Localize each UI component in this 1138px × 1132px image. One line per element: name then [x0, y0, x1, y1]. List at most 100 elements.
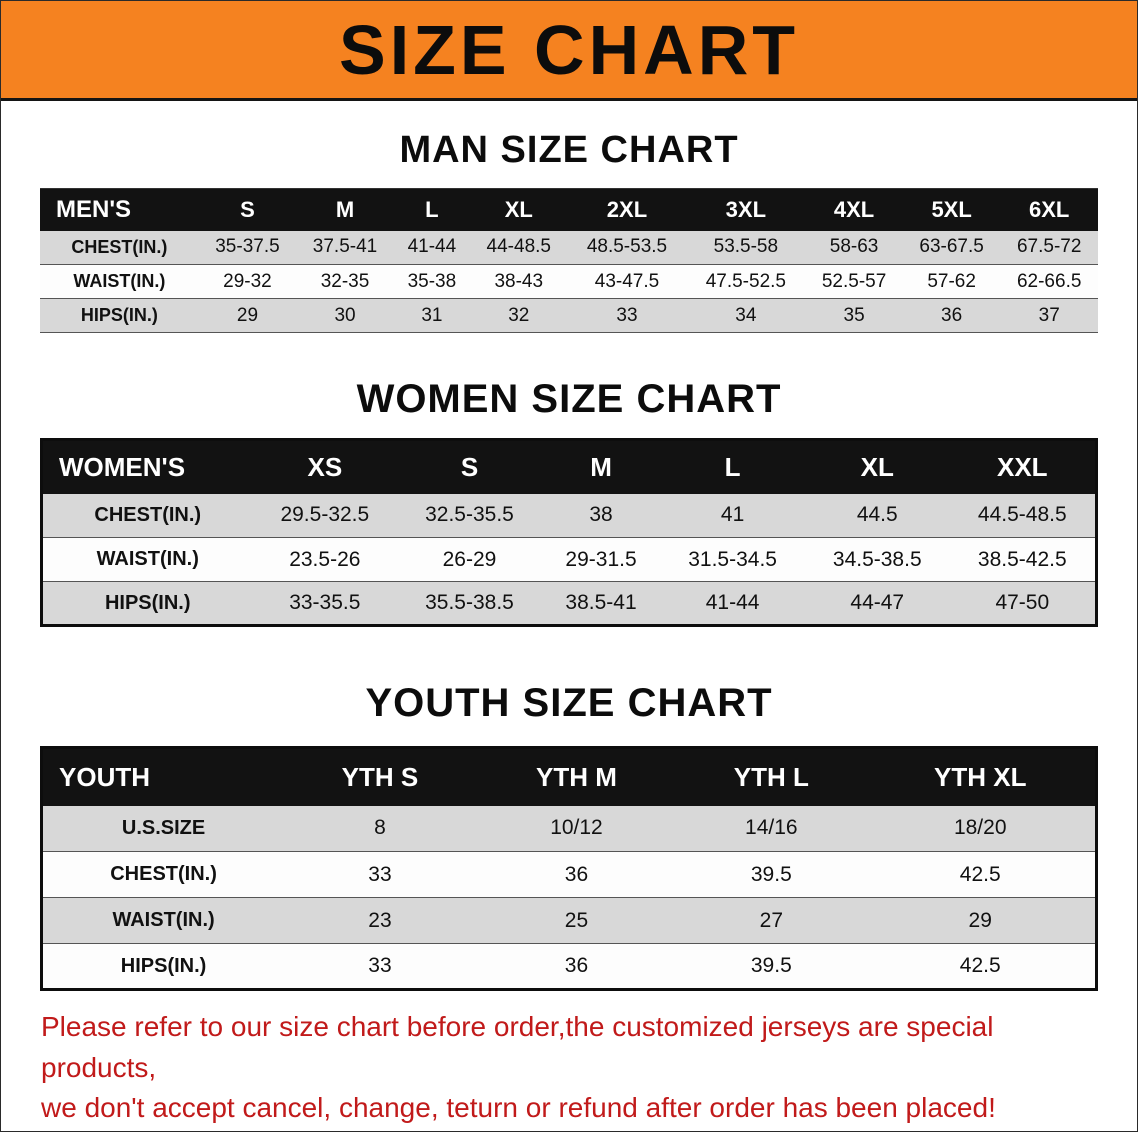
- col-header: XXL: [949, 439, 1097, 494]
- table-row: HIPS(IN.) 33-35.5 35.5-38.5 38.5-41 41-4…: [41, 581, 1097, 626]
- men-heading: MAN SIZE CHART: [399, 129, 739, 171]
- cell: 62-66.5: [1016, 270, 1082, 292]
- cell: 29: [236, 304, 259, 326]
- men-table-title: MEN'S: [40, 188, 199, 231]
- cell: 39.5: [750, 862, 792, 886]
- cell: 33: [616, 304, 638, 326]
- size-note: Please refer to our size chart before or…: [41, 1007, 1097, 1129]
- cell: 36: [941, 304, 963, 326]
- cell: 44-48.5: [486, 236, 551, 258]
- size-note-line-2: we don't accept cancel, change, teturn o…: [41, 1092, 996, 1124]
- row-label: CHEST(IN.): [110, 863, 217, 885]
- cell: 58-63: [829, 236, 879, 258]
- col-header: S: [397, 439, 542, 494]
- row-label: WAIST(IN.): [112, 909, 215, 931]
- cell: 10/12: [550, 816, 603, 840]
- cell: 48.5-53.5: [586, 236, 668, 258]
- cell: 8: [374, 816, 386, 840]
- cell: 36: [564, 862, 589, 886]
- cell: 18/20: [953, 816, 1007, 840]
- table-row: CHEST(IN.) 35-37.5 37.5-41 41-44 44-48.5…: [40, 230, 1098, 265]
- cell: 35.5-38.5: [425, 591, 514, 614]
- cell: 34.5-38.5: [832, 547, 922, 571]
- cell: 29-31.5: [565, 547, 637, 571]
- cell: 38: [589, 503, 613, 527]
- table-row: WAIST(IN.) 29-32 32-35 35-38 38-43 43-47…: [40, 264, 1098, 299]
- cell: 44.5-48.5: [977, 503, 1067, 527]
- cell: 41-44: [407, 236, 457, 258]
- cell: 29-32: [223, 270, 272, 292]
- cell: 38.5-42.5: [977, 547, 1067, 571]
- col-header: YTH L: [677, 747, 866, 806]
- cell: 41-44: [705, 591, 760, 614]
- men-size-table: MEN'S S M L XL 2XL 3XL 4XL 5XL 6XL CHEST…: [40, 188, 1098, 333]
- table-row: HIPS(IN.) 29 30 31 32 33 34 35 36 37: [40, 298, 1098, 333]
- cell: 26-29: [442, 547, 497, 571]
- cell: 53.5-58: [713, 236, 779, 258]
- col-header: 5XL: [902, 188, 1001, 231]
- row-label: HIPS(IN.): [80, 305, 158, 325]
- youth-table-title: YOUTH: [41, 747, 285, 806]
- row-label: HIPS(IN.): [120, 954, 207, 977]
- table-row: CHEST(IN.) 29.5-32.5 32.5-35.5 38 41 44.…: [41, 493, 1097, 538]
- cell: 38.5-41: [565, 591, 637, 614]
- men-header-row: MEN'S S M L XL 2XL 3XL 4XL 5XL 6XL: [40, 188, 1098, 231]
- cell: 30: [334, 304, 356, 326]
- col-header: YTH S: [284, 747, 476, 806]
- cell: 37: [1038, 304, 1060, 326]
- youth-heading: YOUTH SIZE CHART: [365, 681, 773, 725]
- col-header: XL: [804, 439, 950, 494]
- col-header: 6XL: [1000, 188, 1098, 231]
- cell: 52.5-57: [821, 270, 887, 292]
- cell: 43-47.5: [594, 270, 660, 292]
- size-note-line-1: Please refer to our size chart before or…: [41, 1011, 994, 1083]
- row-label: U.S.SIZE: [121, 816, 206, 839]
- cell: 33-35.5: [289, 591, 361, 614]
- col-header: S: [198, 188, 297, 231]
- women-heading: WOMEN SIZE CHART: [356, 377, 782, 421]
- cell: 42.5: [959, 954, 1001, 977]
- cell: 25: [564, 908, 589, 932]
- cell: 35: [843, 304, 865, 326]
- cell: 41: [720, 503, 745, 527]
- cell: 35-37.5: [215, 236, 280, 258]
- banner: SIZE CHART: [1, 1, 1137, 101]
- cell: 37.5-41: [312, 236, 378, 258]
- cell: 33: [368, 954, 392, 977]
- row-label: CHEST(IN.): [94, 503, 202, 526]
- col-header: XS: [252, 439, 398, 494]
- cell: 44.5: [856, 503, 898, 527]
- youth-header-row: YOUTH YTH S YTH M YTH L YTH XL: [41, 747, 1097, 806]
- col-header: L: [660, 439, 805, 494]
- cell: 32.5-35.5: [425, 503, 514, 527]
- cell: 57-62: [927, 270, 976, 292]
- cell: 14/16: [745, 816, 798, 840]
- cell: 33: [368, 862, 392, 886]
- col-header: M: [541, 439, 661, 494]
- cell: 67.5-72: [1016, 236, 1082, 258]
- table-row: CHEST(IN.) 33 36 39.5 42.5: [41, 851, 1097, 898]
- page-title: SIZE CHART: [339, 10, 799, 89]
- col-header: 4XL: [805, 188, 903, 231]
- col-header: 2XL: [567, 188, 687, 231]
- table-row: WAIST(IN.) 23.5-26 26-29 29-31.5 31.5-34…: [41, 537, 1097, 582]
- cell: 23.5-26: [289, 547, 361, 571]
- cell: 35-38: [407, 270, 457, 292]
- cell: 31.5-34.5: [688, 547, 777, 571]
- cell: 29.5-32.5: [280, 503, 370, 527]
- cell: 42.5: [959, 862, 1001, 886]
- col-header: 3XL: [686, 188, 806, 231]
- table-row: HIPS(IN.) 33 36 39.5 42.5: [41, 943, 1097, 990]
- youth-size-table: YOUTH YTH S YTH M YTH L YTH XL U.S.SIZE …: [40, 746, 1098, 991]
- youth-section: YOUTH SIZE CHART YOUTH YTH S YTH M YTH L…: [1, 681, 1137, 991]
- cell: 23: [368, 908, 392, 932]
- men-section: MAN SIZE CHART MEN'S S M L XL 2XL 3XL 4X…: [1, 129, 1137, 333]
- women-header-row: WOMEN'S XS S M L XL XXL: [41, 439, 1097, 494]
- cell: 47-50: [995, 591, 1050, 614]
- row-label: WAIST(IN.): [96, 548, 199, 570]
- row-label: HIPS(IN.): [104, 591, 191, 614]
- cell: 27: [759, 908, 783, 932]
- cell: 31: [421, 304, 443, 326]
- cell: 39.5: [750, 954, 792, 977]
